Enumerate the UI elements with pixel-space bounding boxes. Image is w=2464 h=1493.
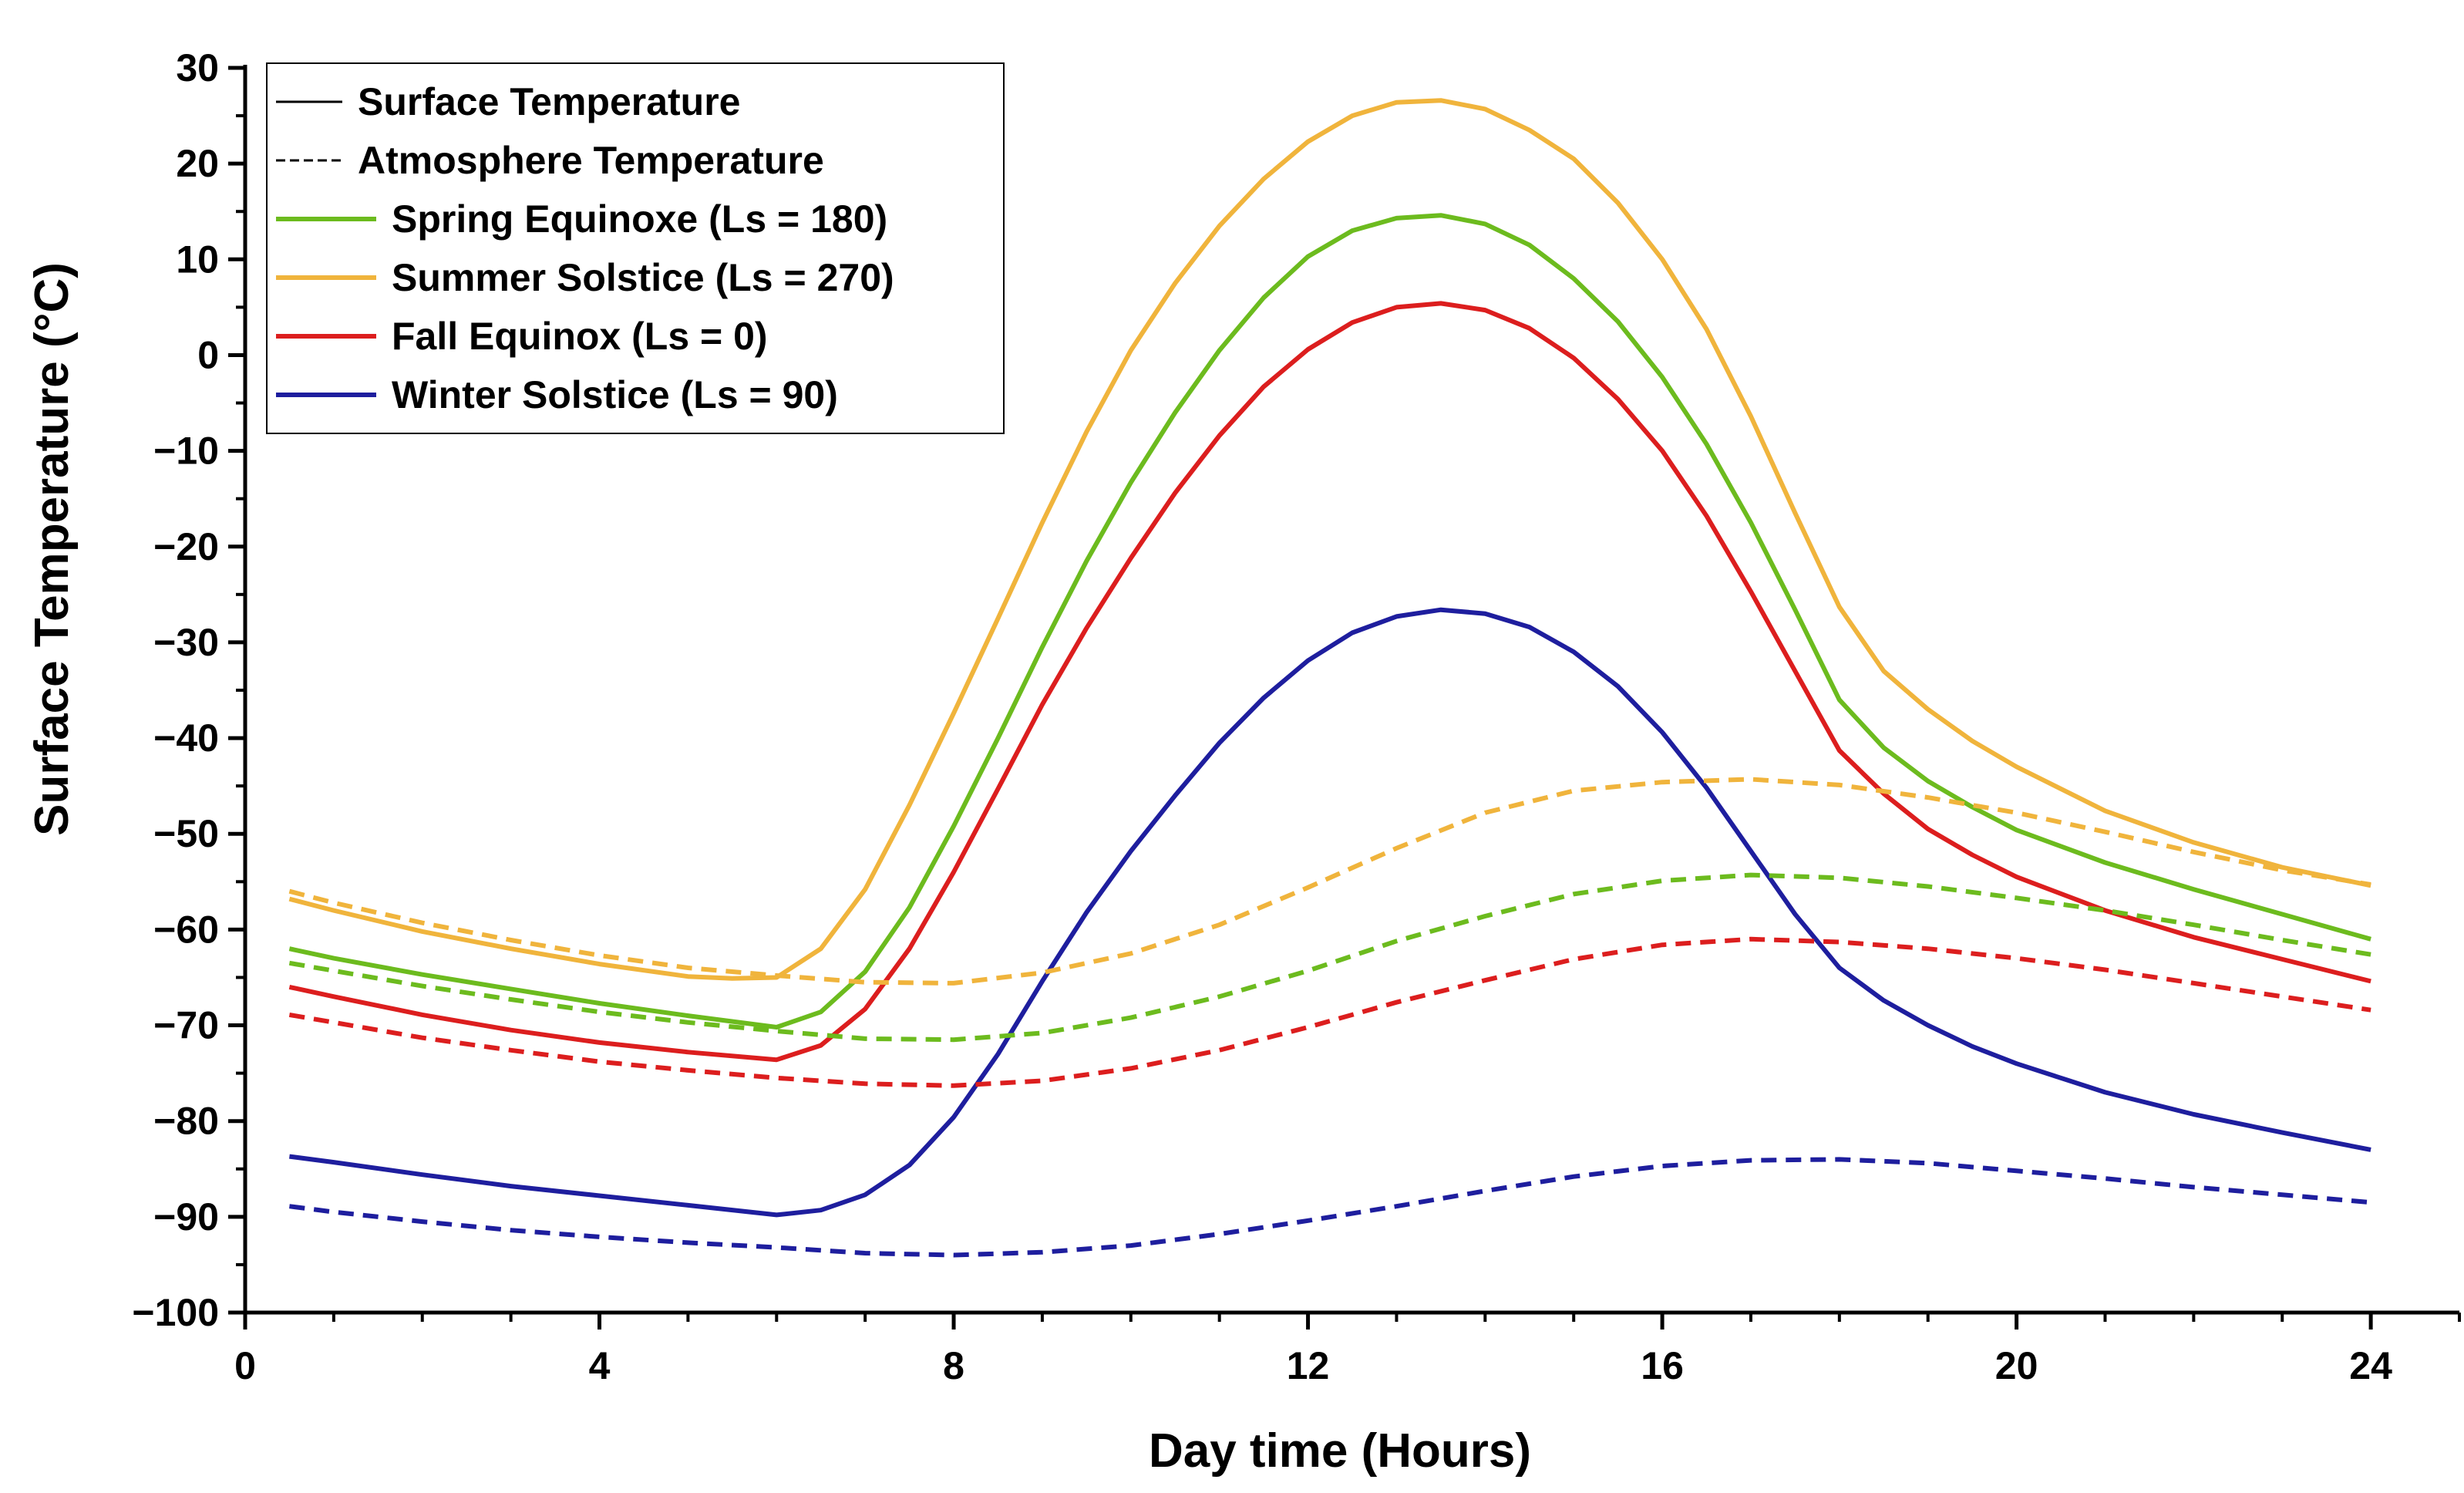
y-tick-label: −70 [153, 1004, 219, 1047]
axes-group: 30 20 10 0 −10 −20 −30 −40 −50 −60 −70 −80 −90 −100 0 4… [132, 46, 2461, 1387]
y-tick-label: −30 [153, 621, 219, 664]
x-tick-label: 8 [943, 1344, 964, 1387]
x-tick-label: 24 [2349, 1344, 2392, 1387]
x-axis-title: Day time (Hours) [1149, 1424, 1531, 1478]
series-spring-atmosphere-line [288, 872, 2371, 1043]
axis-titles-group: Day time (Hours) Surface Temperature (°C… [25, 262, 1531, 1478]
y-tick-label: 20 [176, 142, 219, 185]
y-axis-title: Surface Temperature (°C) [25, 262, 79, 836]
y-tick-label: −50 [153, 812, 219, 855]
y-tick-label: −90 [153, 1195, 219, 1239]
x-tick-label: 4 [589, 1344, 611, 1387]
x-tick-label: 16 [1641, 1344, 1684, 1387]
series-fall-atmosphere-line [288, 936, 2371, 1088]
legend-label: Surface Temperature [358, 80, 740, 123]
series-group [288, 98, 2371, 1258]
y-tick-label: 0 [197, 333, 219, 376]
y-tick-label: 10 [176, 238, 219, 281]
y-tick-label: 30 [176, 46, 219, 89]
series-spring-surface-line [288, 213, 2371, 1030]
series-summer-atmosphere-line [288, 777, 2371, 986]
y-tick-label: −10 [153, 430, 219, 473]
legend-label: Winter Solstice (Ls = 90) [392, 373, 838, 416]
legend-label: Atmosphere Temperature [358, 139, 824, 182]
y-tick-label: −100 [132, 1291, 219, 1334]
series-winter-atmosphere-line [289, 1157, 2371, 1258]
x-tick-label: 12 [1287, 1344, 1330, 1387]
series-fall-surface-line [288, 301, 2371, 1063]
y-tick-label: −60 [153, 908, 219, 951]
y-tick-label: −80 [153, 1100, 219, 1143]
y-tick-label: −20 [153, 525, 219, 568]
legend-box [266, 62, 1005, 434]
series-winter-surface-line [289, 607, 2371, 1218]
x-tick-label: 20 [1995, 1344, 2038, 1387]
legend-label: Spring Equinoxe (Ls = 180) [392, 197, 887, 241]
series-summer-surface-line [288, 98, 2371, 981]
x-tick-label: 0 [234, 1344, 256, 1387]
legend-label: Fall Equinox (Ls = 0) [392, 315, 768, 358]
legend: Surface Temperature Atmosphere Temperatur… [266, 62, 1005, 434]
y-tick-label: −40 [153, 716, 219, 760]
legend-label: Summer Solstice (Ls = 270) [392, 256, 894, 299]
